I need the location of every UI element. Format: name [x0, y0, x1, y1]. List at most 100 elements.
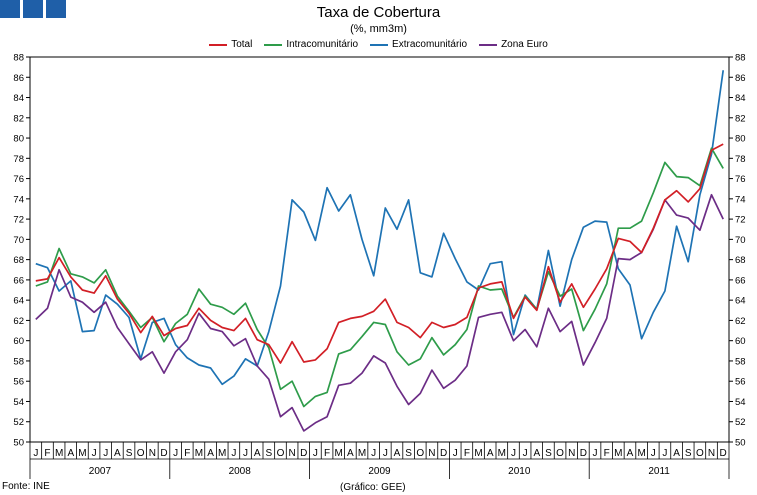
x-tick-label: M [195, 448, 203, 459]
x-tick-label: J [103, 448, 108, 459]
y-tick-label-right: 82 [735, 113, 746, 124]
series-line-total [35, 143, 724, 364]
x-tick-label: J [173, 448, 178, 459]
y-tick-label-left: 60 [13, 336, 24, 347]
y-tick-label-left: 68 [13, 255, 24, 266]
x-tick-label: F [464, 448, 470, 459]
x-tick-label: M [358, 448, 366, 459]
x-tick-label: A [67, 448, 74, 459]
y-tick-label-left: 50 [13, 438, 24, 449]
y-tick-label-right: 80 [735, 134, 746, 145]
x-tick-label: M [335, 448, 343, 459]
logo-block-1 [0, 0, 20, 18]
chart-title: Taxa de Cobertura [316, 4, 441, 21]
x-tick-label: F [184, 448, 190, 459]
x-tick-label: O [137, 448, 145, 459]
y-tick-label-left: 82 [13, 113, 24, 124]
x-tick-label: N [428, 448, 435, 459]
x-tick-label: A [487, 448, 494, 459]
y-tick-label-right: 50 [735, 438, 746, 449]
x-tick-label: S [405, 448, 412, 459]
x-tick-label: S [545, 448, 552, 459]
y-tick-label-right: 72 [735, 215, 746, 226]
x-tick-label: O [696, 448, 704, 459]
chart-subtitle: (%, mm3m) [350, 23, 407, 35]
y-tick-label-right: 84 [735, 93, 746, 104]
y-tick-label-left: 54 [13, 397, 24, 408]
x-tick-label: M [637, 448, 645, 459]
x-tick-label: J [651, 448, 656, 459]
x-tick-label: M [78, 448, 86, 459]
x-tick-label: J [92, 448, 97, 459]
x-tick-label: O [277, 448, 285, 459]
legend-item-intracomunitario: Intracomunitário [264, 39, 358, 50]
x-tick-label: J [371, 448, 376, 459]
year-label: 2007 [89, 466, 112, 477]
x-tick-label: M [55, 448, 63, 459]
x-tick-label: M [474, 448, 482, 459]
y-tick-label-left: 72 [13, 215, 24, 226]
y-tick-label-right: 70 [735, 235, 746, 246]
x-tick-label: A [394, 448, 401, 459]
x-tick-label: N [708, 448, 715, 459]
year-label: 2010 [508, 466, 531, 477]
x-tick-label: J [511, 448, 516, 459]
legend-item-total: Total [209, 39, 252, 50]
x-tick-label: F [44, 448, 50, 459]
x-tick-label: M [218, 448, 226, 459]
y-tick-label-right: 52 [735, 417, 746, 428]
x-tick-label: J [313, 448, 318, 459]
y-tick-label-right: 56 [735, 377, 746, 388]
series-line-intracomunit-rio [35, 147, 724, 408]
legend-swatch-zona-euro [479, 43, 498, 46]
legend-swatch-total [209, 43, 228, 46]
x-tick-label: J [453, 448, 458, 459]
x-tick-label: F [604, 448, 610, 459]
x-tick-label: M [614, 448, 622, 459]
y-tick-label-left: 76 [13, 174, 24, 185]
x-tick-label: J [523, 448, 528, 459]
y-tick-label-left: 52 [13, 417, 24, 428]
y-tick-label-right: 76 [735, 174, 746, 185]
x-tick-label: J [33, 448, 38, 459]
y-tick-label-right: 58 [735, 356, 746, 367]
x-tick-label: A [347, 448, 354, 459]
x-tick-label: J [383, 448, 388, 459]
y-tick-label-left: 80 [13, 134, 24, 145]
x-tick-label: A [254, 448, 261, 459]
y-tick-label-right: 74 [735, 194, 746, 205]
y-tick-label-left: 70 [13, 235, 24, 246]
legend-swatch-intracomunitario [264, 43, 283, 46]
y-tick-label-left: 86 [13, 73, 24, 84]
legend-label-extracomunitario: Extracomunitário [392, 39, 468, 50]
plot-frame [29, 56, 730, 443]
legend-label-intracomunitario: Intracomunitário [286, 39, 359, 50]
legend-item-zona-euro: Zona Euro [479, 39, 548, 50]
y-tick-label-right: 86 [735, 73, 746, 84]
x-tick-label: J [231, 448, 236, 459]
x-tick-label: S [265, 448, 272, 459]
x-tick-label: J [593, 448, 598, 459]
x-tick-label: A [207, 448, 214, 459]
y-tick-label-left: 88 [13, 53, 24, 64]
y-tick-label-left: 66 [13, 275, 24, 286]
x-tick-label: O [416, 448, 424, 459]
y-tick-label-right: 54 [735, 397, 746, 408]
x-tick-label: M [498, 448, 506, 459]
x-tick-label: A [533, 448, 540, 459]
x-tick-label: J [243, 448, 248, 459]
y-tick-label-left: 64 [13, 296, 24, 307]
x-tick-label: A [627, 448, 634, 459]
x-tick-label: N [568, 448, 575, 459]
legend-label-total: Total [231, 39, 253, 50]
y-tick-label-left: 62 [13, 316, 24, 327]
x-tick-label: D [720, 448, 727, 459]
legend-label-zona-euro: Zona Euro [501, 39, 548, 50]
y-tick-label-right: 60 [735, 336, 746, 347]
x-tick-label: O [556, 448, 564, 459]
year-label: 2011 [648, 466, 670, 477]
year-label: 2008 [229, 466, 252, 477]
y-tick-label-left: 78 [13, 154, 24, 165]
chart-credit: (Gráfico: GEE) [340, 482, 406, 493]
